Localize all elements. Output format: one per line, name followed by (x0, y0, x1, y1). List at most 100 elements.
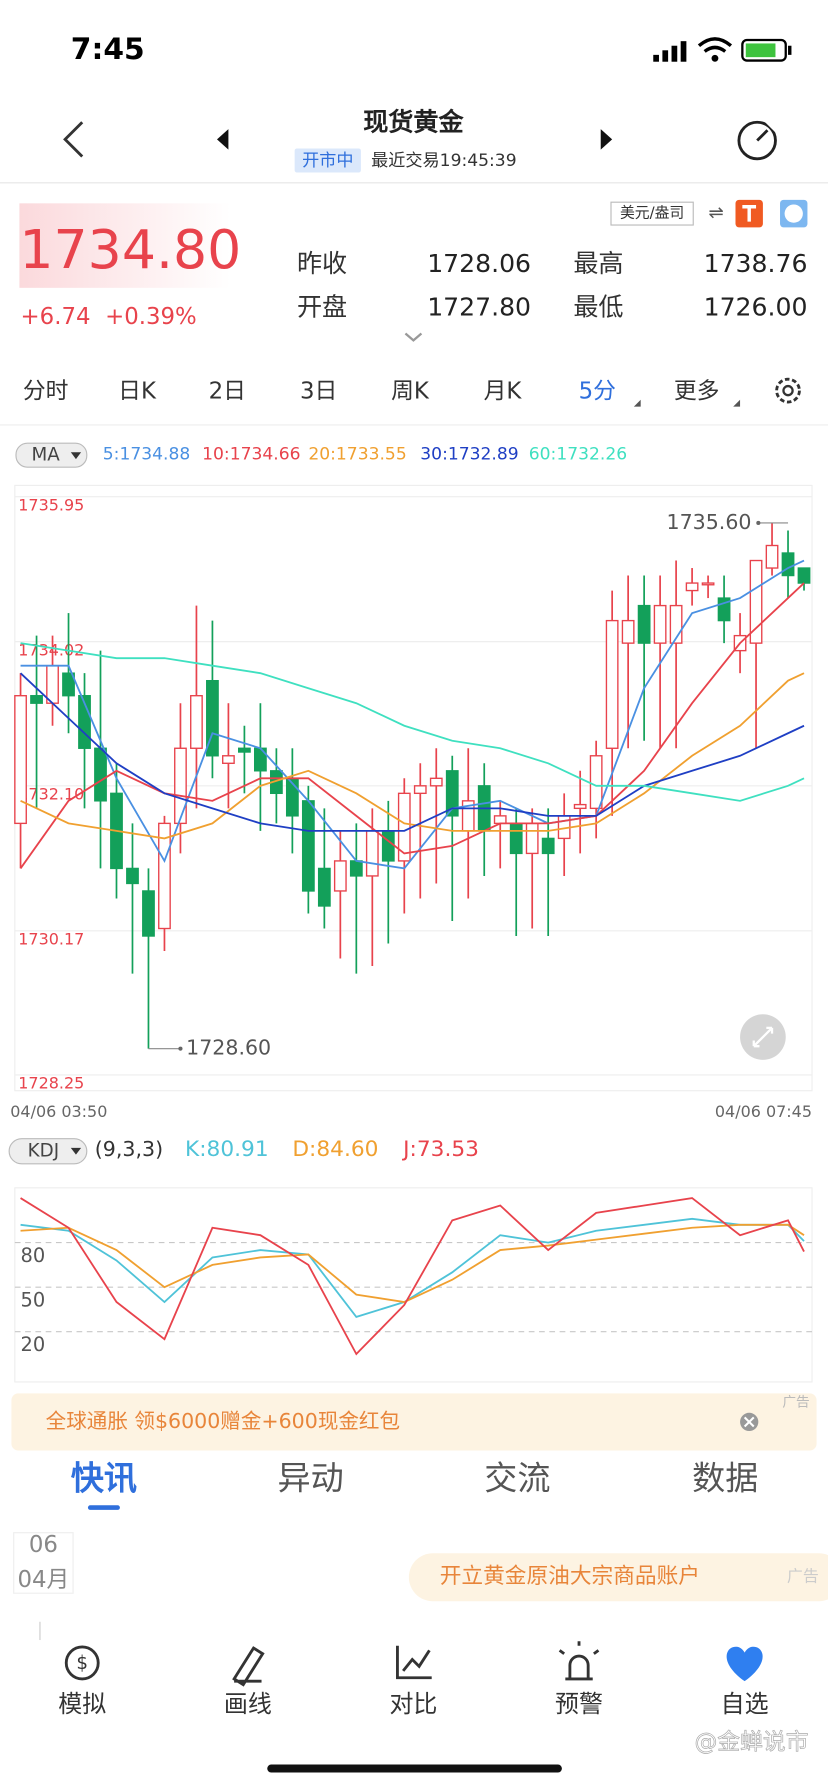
prev-button[interactable] (216, 129, 229, 150)
series-line (20, 642, 805, 802)
series-line (20, 1197, 805, 1356)
y-tick-label: 1732.10 (18, 784, 84, 803)
candle-body (317, 867, 331, 907)
candle-body (525, 822, 539, 855)
candle-body (685, 582, 699, 592)
ad-text: 全球通胀 领$6000赠金+600现金红包 (46, 1409, 400, 1433)
candle-body (701, 582, 715, 586)
nav-item[interactable]: 自选 (721, 1690, 769, 1718)
next-button[interactable] (600, 129, 613, 150)
tab[interactable]: 月K (484, 378, 523, 404)
candle-body (413, 785, 427, 795)
y-tick-label: 80 (21, 1244, 46, 1267)
price: 1734.80 (19, 218, 241, 281)
y-tick-label: 1728.25 (18, 1074, 84, 1093)
news-tab[interactable]: 快讯 (71, 1459, 137, 1498)
candle-body (333, 860, 347, 892)
date-month: 04月 (17, 1567, 69, 1593)
tab-underline (87, 1505, 120, 1510)
nav-item[interactable]: 预警 (555, 1690, 603, 1718)
candle-body (30, 695, 43, 704)
ad2-banner[interactable] (408, 1553, 828, 1602)
news-tab[interactable]: 交流 (484, 1459, 550, 1498)
candle-body (397, 792, 411, 862)
stat-label: 最低 (573, 292, 623, 321)
tab[interactable]: 更多 (674, 378, 720, 404)
change-pct: +0.39% (105, 304, 197, 330)
nav-item[interactable]: 模拟 (58, 1690, 106, 1718)
candle-body (429, 777, 443, 787)
candle-body (493, 815, 507, 825)
series-line (20, 1223, 805, 1303)
candle-body (94, 747, 107, 802)
status-badge (294, 148, 361, 173)
page-title: 现货黄金 (363, 107, 464, 136)
tab[interactable]: 日K (118, 378, 157, 404)
series-line (20, 1217, 805, 1318)
tab[interactable]: 分时 (23, 378, 69, 404)
legend-item: 60:1732.26 (529, 445, 627, 465)
tab[interactable]: 2日 (209, 378, 246, 404)
candle-body (381, 830, 395, 862)
candle-body (301, 800, 315, 892)
date-box (13, 1532, 74, 1594)
candle-body (190, 695, 203, 749)
indicator-select[interactable] (8, 1138, 88, 1165)
indicator-name: MA (32, 445, 61, 466)
tab[interactable]: 3日 (300, 378, 337, 404)
ad-banner[interactable] (11, 1393, 817, 1451)
ad2-tag: 广告 (787, 1567, 819, 1586)
price-highlight (19, 203, 231, 288)
candle-body (365, 830, 379, 877)
stat-label: 昨收 (297, 249, 347, 278)
tab[interactable]: 周K (391, 378, 430, 404)
candle-body (509, 822, 523, 855)
series-line (19, 672, 805, 832)
candle-body (349, 860, 363, 877)
last-trade: 最近交易19:45:39 (371, 151, 516, 171)
x-label: 04/06 07:45 (715, 1102, 812, 1121)
back-button[interactable] (63, 121, 84, 158)
settings-button[interactable] (775, 377, 801, 404)
y-tick-label: 1734.02 (18, 640, 84, 659)
candle-body (669, 604, 683, 644)
legend-item: 10:1734.66 (202, 445, 300, 465)
x-label: 04/06 03:50 (10, 1102, 107, 1121)
svg-text:$: $ (76, 1653, 88, 1674)
candle-body (206, 679, 219, 757)
expand-button[interactable] (404, 332, 423, 342)
nav-item[interactable]: 对比 (389, 1690, 437, 1718)
candle-body (158, 822, 171, 930)
chart-frame (14, 1187, 813, 1383)
candle-body (78, 695, 91, 749)
candle-body (62, 672, 75, 697)
news-tab[interactable]: 数据 (692, 1459, 758, 1498)
currency-box[interactable] (610, 201, 694, 226)
indicator-select[interactable] (15, 442, 88, 468)
ad2-text: 开立黄金原油大宗商品账户 (440, 1564, 700, 1589)
news-tab[interactable]: 异动 (278, 1459, 344, 1498)
swap-icon[interactable]: ⇌ (708, 203, 723, 224)
nav-icons: $ (64, 1641, 600, 1687)
change: +6.74 (21, 304, 91, 330)
refresh-button[interactable] (737, 119, 778, 161)
candle-body (605, 619, 619, 749)
tab-corner (633, 399, 641, 407)
ad-tag: 广告 (782, 1395, 809, 1411)
nav-item[interactable]: 画线 (224, 1690, 272, 1718)
annotation-dot (756, 520, 761, 526)
legend-item: 20:1733.55 (308, 445, 406, 465)
tab-corner (733, 399, 741, 407)
y-tick-label: 20 (21, 1333, 46, 1356)
annotation: 1735.60 (667, 510, 752, 534)
tab[interactable]: 5分 (579, 378, 616, 404)
currency: 美元/盎司 (620, 205, 684, 222)
candle-body (765, 544, 779, 569)
status-time: 7:45 (71, 32, 145, 67)
favorite-icon (726, 1646, 763, 1682)
candle-body (445, 770, 459, 817)
y-tick-label: 1735.95 (18, 495, 84, 514)
market-status: 开市中 (302, 151, 353, 171)
